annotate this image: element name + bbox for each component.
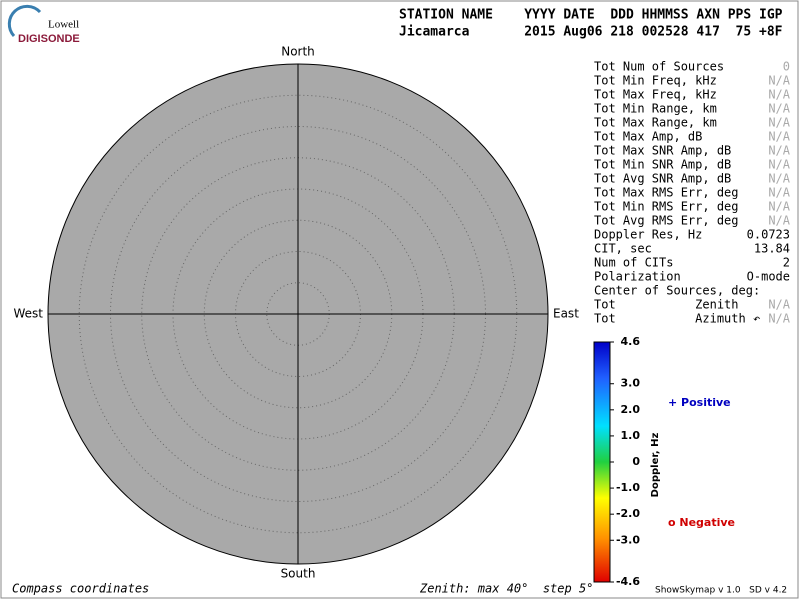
stat-label: CIT, sec xyxy=(594,242,652,256)
colorbar-tick-label: 2.0 xyxy=(621,403,641,416)
west-label: West xyxy=(13,307,43,321)
stat-value: 0.0723 xyxy=(747,228,790,242)
stat-value: N/A xyxy=(768,200,790,214)
logo-top: Lowell xyxy=(48,19,79,31)
legend-positive: + Positive xyxy=(668,396,731,409)
east-label: East xyxy=(553,307,579,321)
header-values: Jicamarca 2015 Aug06 218 002528 417 75 +… xyxy=(399,25,783,40)
footer-left: Compass coordinates xyxy=(12,582,149,596)
stat-value: N/A xyxy=(768,102,790,116)
stat-value: 13.84 xyxy=(754,242,790,256)
stat-value: 2 xyxy=(783,256,790,270)
stat-label: Tot Num of Sources xyxy=(594,60,724,74)
south-label: South xyxy=(281,567,316,581)
stat-label: Doppler Res, Hz xyxy=(594,228,702,242)
stat-value: O-mode xyxy=(747,270,790,284)
stat-label: Tot Max Amp, dB xyxy=(594,130,702,144)
stat-label: Tot Max SNR Amp, dB xyxy=(594,144,731,158)
colorbar-tick-label: 0 xyxy=(632,455,640,468)
stat-value: N/A xyxy=(768,214,790,228)
logo-arc xyxy=(7,4,42,38)
stat-value: N/A xyxy=(768,88,790,102)
logo: Lowell DIGISONDE xyxy=(7,4,80,45)
footer-middle: Zenith: max 40° step 5° xyxy=(419,582,593,596)
north-label: North xyxy=(281,45,315,59)
stat-label: Tot Max Freq, kHz xyxy=(594,88,717,102)
colorbar xyxy=(593,341,611,583)
stat-label: Tot Zenith xyxy=(594,298,739,312)
stat-value: N/A xyxy=(768,74,790,88)
stat-value: N/A xyxy=(768,116,790,130)
stat-value: N/A xyxy=(768,186,790,200)
stat-value: N/A xyxy=(768,130,790,144)
stat-label: Tot Avg SNR Amp, dB xyxy=(594,172,731,186)
stat-label: Tot Avg RMS Err, deg xyxy=(594,214,739,228)
header-labels: STATION NAME YYYY DATE DDD HHMMSS AXN PP… xyxy=(399,8,783,23)
colorbar-label: Doppler, Hz xyxy=(650,433,661,498)
stat-label: Num of CITs xyxy=(594,256,673,270)
colorbar-tick-label: -3.0 xyxy=(616,533,640,546)
stat-value: N/A xyxy=(768,172,790,186)
colorbar-tick-label: 3.0 xyxy=(621,377,641,390)
legend-negative: o Negative xyxy=(668,516,735,529)
footer-right: ShowSkymap v 1.0 SD v 4.2 xyxy=(655,586,787,596)
stat-value: 0 xyxy=(783,60,790,74)
colorbar-tick-label: -2.0 xyxy=(616,507,640,520)
stat-label: Polarization xyxy=(594,270,681,284)
colorbar-tick-label: -1.0 xyxy=(616,481,640,494)
stat-label: Center of Sources, deg: xyxy=(594,284,760,298)
stat-value: N/A xyxy=(768,144,790,158)
stat-label: Tot Max RMS Err, deg xyxy=(594,186,739,200)
stat-label: Tot Min Freq, kHz xyxy=(594,74,717,88)
colorbar-tick-label: 1.0 xyxy=(621,429,641,442)
stat-label: Tot Min SNR Amp, dB xyxy=(594,158,731,172)
stat-value: N/A xyxy=(768,312,790,326)
stat-value: N/A xyxy=(768,298,790,312)
stat-label: Tot Max Range, km xyxy=(594,116,717,130)
stat-value: N/A xyxy=(768,158,790,172)
colorbar-tick-label: -4.6 xyxy=(616,575,640,588)
stat-label: Tot Azimuth ↶ xyxy=(594,312,760,326)
colorbar-tick-label: 4.6 xyxy=(621,335,641,348)
logo-bottom: DIGISONDE xyxy=(18,33,80,45)
stat-label: Tot Min RMS Err, deg xyxy=(594,200,739,214)
stat-label: Tot Min Range, km xyxy=(594,102,717,116)
